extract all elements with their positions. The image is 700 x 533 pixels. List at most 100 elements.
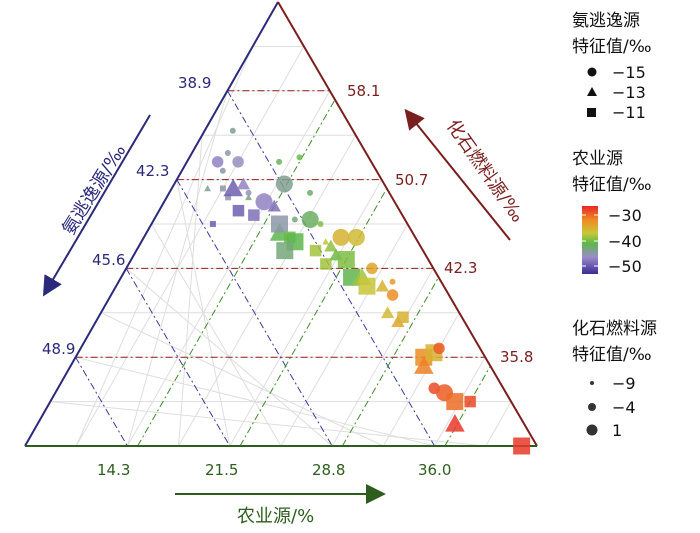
right-tick-3: 42.3 [444, 259, 477, 277]
triangle-frame [24, 1, 538, 447]
left-tick-1: 38.9 [178, 74, 211, 92]
left-axis-arrow [42, 114, 151, 297]
data-point-12 [223, 178, 243, 197]
reference-lines [75, 90, 491, 447]
bottom-axis-ticks: 14.3 21.5 28.8 36.0 [97, 461, 451, 479]
data-point-45 [381, 306, 395, 319]
size-legend-dot-medium [588, 403, 596, 411]
data-point-7 [219, 167, 226, 174]
data-point-9 [229, 127, 236, 134]
data-point-54 [446, 393, 464, 411]
ref-line-ammonia-2 [176, 179, 333, 447]
size-legend: 化石燃料源 特征值/‰ −9 −4 1 [572, 319, 657, 440]
data-point-10 [211, 156, 224, 168]
data-point-27 [301, 211, 319, 229]
shape-legend-label-2: −13 [612, 83, 646, 102]
data-point-22 [276, 158, 283, 165]
right-axis-arrow [404, 108, 511, 241]
bottom-tick-2: 21.5 [205, 461, 238, 479]
grid-line-l [151, 223, 282, 447]
shape-legend-label-3: −11 [612, 103, 646, 122]
left-edge [24, 1, 279, 447]
shape-legend-title-2: 特征值/‰ [572, 37, 652, 57]
data-point-56 [445, 414, 465, 432]
colorbar-label-1: −30 [608, 206, 642, 225]
data-point-28 [317, 221, 324, 227]
left-tick-4: 48.9 [42, 340, 75, 358]
data-point-31 [309, 244, 322, 257]
shape-legend-circle [587, 67, 597, 77]
data-point-51 [414, 356, 434, 374]
ref-line-agri-1 [137, 99, 336, 447]
color-legend-title-2: 特征值/‰ [572, 175, 652, 195]
size-legend-dot-small [590, 381, 594, 385]
data-point-11 [232, 156, 244, 168]
data-point-44 [389, 278, 396, 285]
color-legend: 农业源 特征值/‰ −30 −40 −50 [572, 149, 652, 276]
data-point-35 [337, 251, 355, 269]
data-point-43 [386, 289, 399, 301]
size-legend-label-3: 1 [612, 421, 622, 440]
grid-line-r [331, 268, 434, 447]
bottom-tick-1: 14.3 [97, 461, 130, 479]
grid-line-l [50, 401, 486, 447]
left-axis-ticks: 38.9 42.3 45.6 48.9 [42, 74, 211, 358]
data-point-32 [324, 239, 338, 252]
data-point-14 [232, 204, 245, 217]
colorbar-label-2: −40 [608, 232, 642, 251]
data-point-41 [366, 262, 378, 275]
right-tick-1: 58.1 [347, 82, 380, 100]
left-tick-3: 45.6 [92, 251, 125, 269]
data-point-26 [276, 242, 294, 260]
color-legend-title-1: 农业源 [572, 149, 623, 169]
data-point-5 [219, 185, 226, 192]
size-legend-title-2: 特征值/‰ [572, 345, 652, 365]
data-point-17 [267, 199, 281, 212]
data-point-37 [332, 228, 350, 246]
data-point-30 [322, 238, 330, 245]
size-legend-title-1: 化石燃料源 [572, 319, 657, 339]
data-point-23 [296, 154, 303, 161]
size-legend-label-2: −4 [612, 398, 636, 417]
data-point-33 [320, 258, 332, 270]
data-point-47 [397, 311, 409, 323]
grid-line-l [75, 356, 435, 447]
ref-line-ammonia-4 [75, 356, 128, 447]
data-point-29 [307, 189, 314, 196]
data-point-16 [255, 193, 273, 211]
ref-line-agri-3 [342, 277, 440, 447]
bottom-tick-3: 28.8 [312, 461, 345, 479]
colorbar-label-3: −50 [608, 257, 642, 276]
data-point-20 [291, 216, 298, 223]
data-point-6 [245, 189, 252, 196]
data-point-57 [513, 437, 531, 455]
data-point-50 [433, 342, 445, 355]
grid-line-r [178, 134, 357, 447]
data-point-2 [225, 194, 232, 201]
data-point-40 [358, 277, 376, 295]
right-edge [277, 1, 538, 447]
right-tick-4: 35.8 [500, 348, 533, 366]
grid-line-r [382, 312, 460, 447]
shape-legend-square [587, 108, 596, 117]
colorbar [582, 206, 598, 274]
shape-legend-label-1: −15 [612, 63, 646, 82]
data-point-15 [248, 209, 260, 221]
bottom-tick-4: 36.0 [418, 461, 451, 479]
left-axis-title: 氨逃逸源/‰ [58, 141, 130, 239]
data-point-21 [275, 175, 293, 193]
shape-legend-title-1: 氨逃逸源 [572, 11, 640, 31]
colorbar-ticks [582, 214, 598, 267]
data-points [204, 127, 531, 455]
size-legend-label-1: −9 [612, 374, 636, 393]
data-point-3 [245, 193, 253, 201]
data-point-38 [347, 228, 365, 246]
size-legend-dot-large [586, 424, 598, 436]
data-point-42 [375, 279, 389, 292]
data-point-8 [224, 149, 231, 156]
data-point-13 [236, 177, 251, 190]
ref-line-ammonia-3 [125, 268, 231, 447]
shape-legend-triangle [587, 87, 597, 96]
shape-legend: 氨逃逸源 特征值/‰ −15 −13 −11 [572, 11, 652, 122]
